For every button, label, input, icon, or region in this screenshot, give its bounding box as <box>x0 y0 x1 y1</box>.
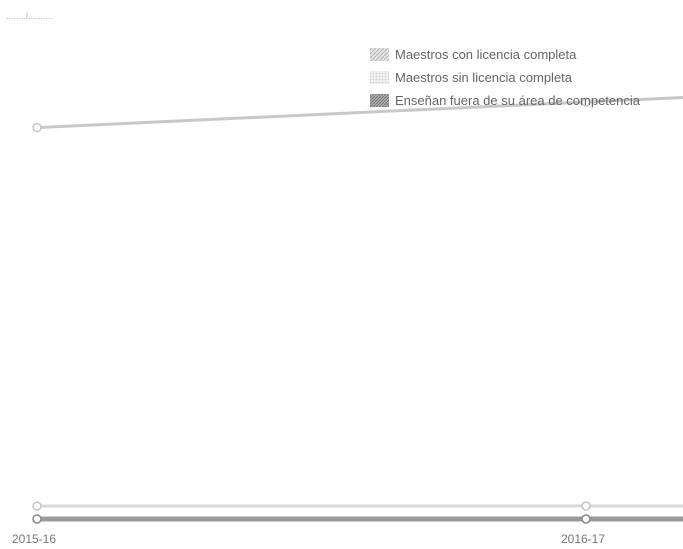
data-point[interactable] <box>581 501 591 511</box>
mini-header-label: ........l.......... <box>6 11 53 21</box>
legend-label: Maestros sin licencia completa <box>395 70 573 85</box>
data-point[interactable] <box>32 501 42 511</box>
series-1 <box>32 95 683 133</box>
series-2 <box>32 501 683 511</box>
x-axis: 2015-16 2016-17 <box>12 532 605 546</box>
data-point[interactable] <box>581 514 591 524</box>
x-tick-label: 2016-17 <box>561 532 605 546</box>
legend-label: Enseñan fuera de su área de competencia <box>395 93 641 108</box>
legend: Maestros con licencia completa Maestros s… <box>370 47 641 108</box>
legend-item[interactable]: Maestros sin licencia completa <box>370 70 573 85</box>
legend-swatch <box>370 94 389 107</box>
data-point[interactable] <box>32 122 42 133</box>
legend-label: Maestros con licencia completa <box>395 47 577 62</box>
series-layer <box>32 95 683 524</box>
legend-swatch <box>370 71 389 84</box>
legend-item[interactable]: Enseñan fuera de su área de competencia <box>370 93 641 108</box>
data-point[interactable] <box>32 514 42 524</box>
x-tick-label: 2015-16 <box>12 532 56 546</box>
series-3 <box>32 514 683 524</box>
legend-item[interactable]: Maestros con licencia completa <box>370 47 577 62</box>
data-point[interactable] <box>581 97 591 107</box>
legend-swatch <box>370 48 389 61</box>
